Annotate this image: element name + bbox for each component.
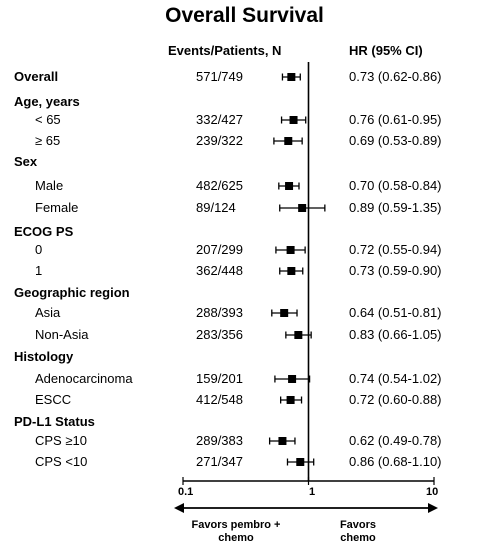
row-label: 1 [35,263,43,278]
events-value: 271/347 [196,454,243,469]
favors-arrow-right-head [428,503,438,513]
row-label: ≥ 65 [35,133,61,148]
favors-right-line2: chemo [340,532,376,544]
hr-value: 0.62 (0.49-0.78) [349,433,442,448]
row-label: ESCC [35,392,72,407]
hr-value: 0.89 (0.59-1.35) [349,200,442,215]
row-label: Asia [35,305,61,320]
x-tick-label: 0.1 [178,486,194,498]
row-label: Non-Asia [35,327,89,342]
hr-point [287,73,296,81]
hr-point [285,182,294,190]
hr-point [298,204,307,212]
hr-value: 0.74 (0.54-1.02) [349,371,442,386]
favors-left-label: Favors pembro + chemo [182,519,290,545]
favors-right-line1: Favors [339,519,377,531]
x-tick-label: 10 [426,486,439,498]
hr-point [280,309,289,317]
events-value: 482/625 [196,178,243,193]
hr-value: 0.70 (0.58-0.84) [349,178,442,193]
row-label: CPS <10 [35,454,88,469]
events-value: 283/356 [196,327,243,342]
events-value: 159/201 [196,371,243,386]
row-label: Female [35,200,79,215]
hr-point [286,396,295,404]
row-label: < 65 [35,112,61,127]
subgroup-heading: Age, years [14,94,80,109]
subgroup-heading: Geographic region [14,285,130,300]
hr-value: 0.83 (0.66-1.05) [349,327,442,342]
subgroup-heading: Histology [14,349,74,364]
hr-value: 0.73 (0.62-0.86) [349,69,442,84]
hr-point [296,458,305,466]
row-label: Male [35,178,64,193]
subgroup-heading: ECOG PS [14,224,74,239]
favors-arrow-left-head [174,503,184,513]
row-label: CPS ≥10 [35,433,87,448]
hr-value: 0.72 (0.55-0.94) [349,242,442,257]
favors-left-line2: chemo [218,532,254,544]
events-value: 289/383 [196,433,243,448]
hr-value: 0.86 (0.68-1.10) [349,454,442,469]
row-label: Adenocarcinoma [35,371,133,386]
events-value: 332/427 [196,112,243,127]
subgroup-heading: Sex [14,154,38,169]
hr-value: 0.72 (0.60-0.88) [349,392,442,407]
favors-left-line1: Favors pembro + [191,519,281,531]
hr-value: 0.64 (0.51-0.81) [349,305,442,320]
events-value: 89/124 [196,200,236,215]
events-value: 571/749 [196,69,243,84]
hr-point [286,246,295,254]
hr-point [284,137,293,145]
hr-point [287,267,296,275]
events-value: 288/393 [196,305,243,320]
hr-value: 0.76 (0.61-0.95) [349,112,442,127]
hr-value: 0.69 (0.53-0.89) [349,133,442,148]
hr-value: 0.73 (0.59-0.90) [349,263,442,278]
events-value: 239/322 [196,133,243,148]
favors-right-label: Favors chemo [330,519,386,545]
hr-point [288,375,297,383]
events-column-header: Events/Patients, N [168,43,282,58]
events-value: 412/548 [196,392,243,407]
chart-title: Overall Survival [165,4,324,27]
hr-column-header: HR (95% CI) [349,43,423,58]
hr-point [278,437,287,445]
row-label: Overall [14,69,59,84]
events-value: 207/299 [196,242,243,257]
row-label: 0 [35,242,43,257]
events-value: 362/448 [196,263,243,278]
subgroup-heading: PD-L1 Status [14,414,95,429]
x-tick-label: 1 [309,486,316,498]
hr-point [294,331,303,339]
hr-point [289,116,298,124]
